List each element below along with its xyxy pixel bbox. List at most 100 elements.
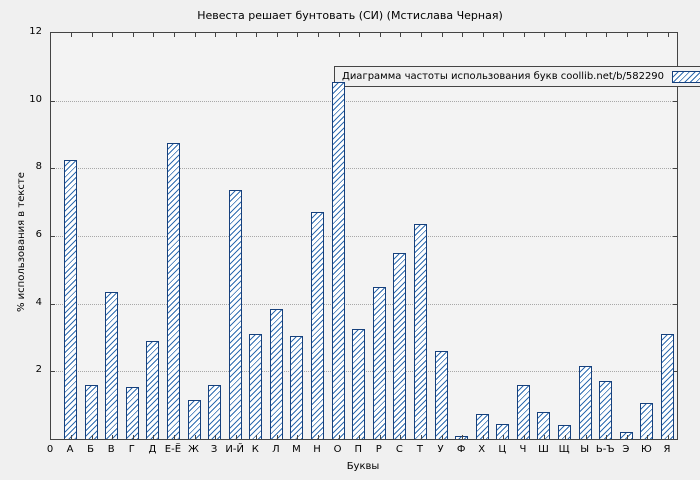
- y-tickmark: [673, 100, 677, 102]
- x-tickmark: [626, 435, 628, 439]
- x-tickmark: [420, 33, 422, 37]
- x-tickmark: [379, 33, 381, 37]
- x-tickmark: [585, 435, 587, 439]
- y-tick-label: 12: [29, 26, 42, 37]
- x-tickmark: [297, 33, 299, 37]
- x-tickmark: [400, 33, 402, 37]
- bar: [619, 432, 633, 439]
- y-tick-label: 10: [29, 93, 42, 105]
- x-tickmark: [173, 435, 175, 439]
- x-tickmark: [91, 435, 93, 439]
- y-tickmark: [51, 303, 55, 305]
- bar: [537, 411, 551, 439]
- x-tick-label: Ч: [519, 444, 527, 455]
- gridline: [51, 168, 677, 170]
- x-tickmark: [153, 435, 155, 439]
- x-tickmark: [194, 33, 196, 37]
- x-tickmark: [338, 33, 340, 37]
- chart-title: Невеста решает бунтовать (СИ) (Мстислава…: [197, 9, 503, 22]
- x-tick-label: У: [437, 444, 444, 455]
- bar: [105, 291, 119, 439]
- x-tickmark: [276, 33, 278, 37]
- bar: [393, 252, 407, 439]
- x-tickmark: [91, 33, 93, 37]
- y-tickmark: [673, 168, 677, 170]
- x-tickmark: [194, 435, 196, 439]
- x-tick-label: В: [107, 444, 115, 455]
- x-tickmark: [256, 435, 258, 439]
- x-tickmark: [215, 33, 217, 37]
- x-tick-label: Н: [313, 444, 321, 455]
- x-tickmark: [565, 33, 567, 37]
- bar: [352, 329, 366, 439]
- y-tickmark: [51, 236, 55, 237]
- gridline: [51, 303, 677, 305]
- x-tickmark: [585, 33, 587, 37]
- x-tickmark: [215, 435, 217, 439]
- x-tickmark: [565, 435, 567, 439]
- x-tick-label: Щ: [558, 444, 570, 455]
- bar: [64, 159, 77, 439]
- x-tickmark: [647, 33, 649, 37]
- y-tick-label: 2: [35, 364, 42, 376]
- bar: [455, 435, 469, 439]
- x-tickmark: [668, 33, 669, 37]
- x-tickmark: [441, 33, 443, 37]
- x-tickmark: [379, 435, 381, 439]
- x-tick-label: Ю: [641, 444, 652, 455]
- x-axis-label: Буквы: [346, 461, 380, 472]
- x-tickmark: [235, 435, 237, 439]
- x-tickmark: [420, 435, 422, 439]
- bar: [496, 423, 510, 439]
- y-tickmark: [51, 100, 55, 102]
- bar: [187, 400, 201, 439]
- x-tick-label: Б: [87, 444, 95, 455]
- x-tick-label: Э: [622, 444, 630, 455]
- x-tickmark: [173, 33, 175, 37]
- x-tickmark: [626, 33, 628, 37]
- x-tick-label: Ф: [456, 444, 466, 455]
- x-tickmark: [235, 33, 237, 37]
- x-tickmark: [544, 33, 546, 37]
- x-tickmark: [523, 33, 525, 37]
- x-tickmark: [482, 435, 484, 439]
- y-tickmark: [673, 236, 677, 237]
- bar: [516, 384, 530, 439]
- bar: [166, 142, 180, 439]
- x-tick-label: Ь-Ъ: [595, 444, 615, 455]
- x-tick-label: М: [292, 444, 301, 455]
- bar: [331, 82, 345, 439]
- x-tickmark: [606, 435, 608, 439]
- y-tick-label: 4: [35, 296, 42, 308]
- y-tickmark: [673, 303, 677, 305]
- x-tickmark: [71, 435, 72, 439]
- x-tickmark: [441, 435, 443, 439]
- x-tickmark: [647, 435, 649, 439]
- x-tick-label: Д: [148, 444, 157, 455]
- x-tickmark: [71, 33, 72, 37]
- x-tick-label: Л: [272, 444, 280, 455]
- x-tickmark: [338, 435, 340, 439]
- bar: [558, 425, 572, 439]
- x-tick-label: К: [251, 444, 259, 455]
- x-tickmark: [112, 435, 114, 439]
- plot-area: Диаграмма частоты использования букв coo…: [50, 32, 700, 440]
- x-tickmark: [606, 33, 608, 37]
- x-tick-label: П: [354, 444, 362, 455]
- x-tick-label: Т: [416, 444, 424, 455]
- x-tickmark: [668, 435, 669, 439]
- y-tickmark: [51, 371, 55, 373]
- bar: [208, 384, 222, 439]
- x-tick-label: А: [66, 444, 74, 455]
- x-tickmark: [318, 435, 320, 439]
- legend-label: Диаграмма частоты использования букв coo…: [342, 71, 665, 82]
- bar: [640, 403, 654, 439]
- bar: [475, 413, 489, 439]
- x-tickmark: [544, 435, 546, 439]
- x-tickmark: [482, 33, 484, 37]
- x-tickmark: [112, 33, 114, 37]
- y-tick-label: 8: [35, 161, 42, 173]
- legend: Диаграмма частоты использования букв coo…: [334, 66, 700, 87]
- bar: [249, 334, 263, 439]
